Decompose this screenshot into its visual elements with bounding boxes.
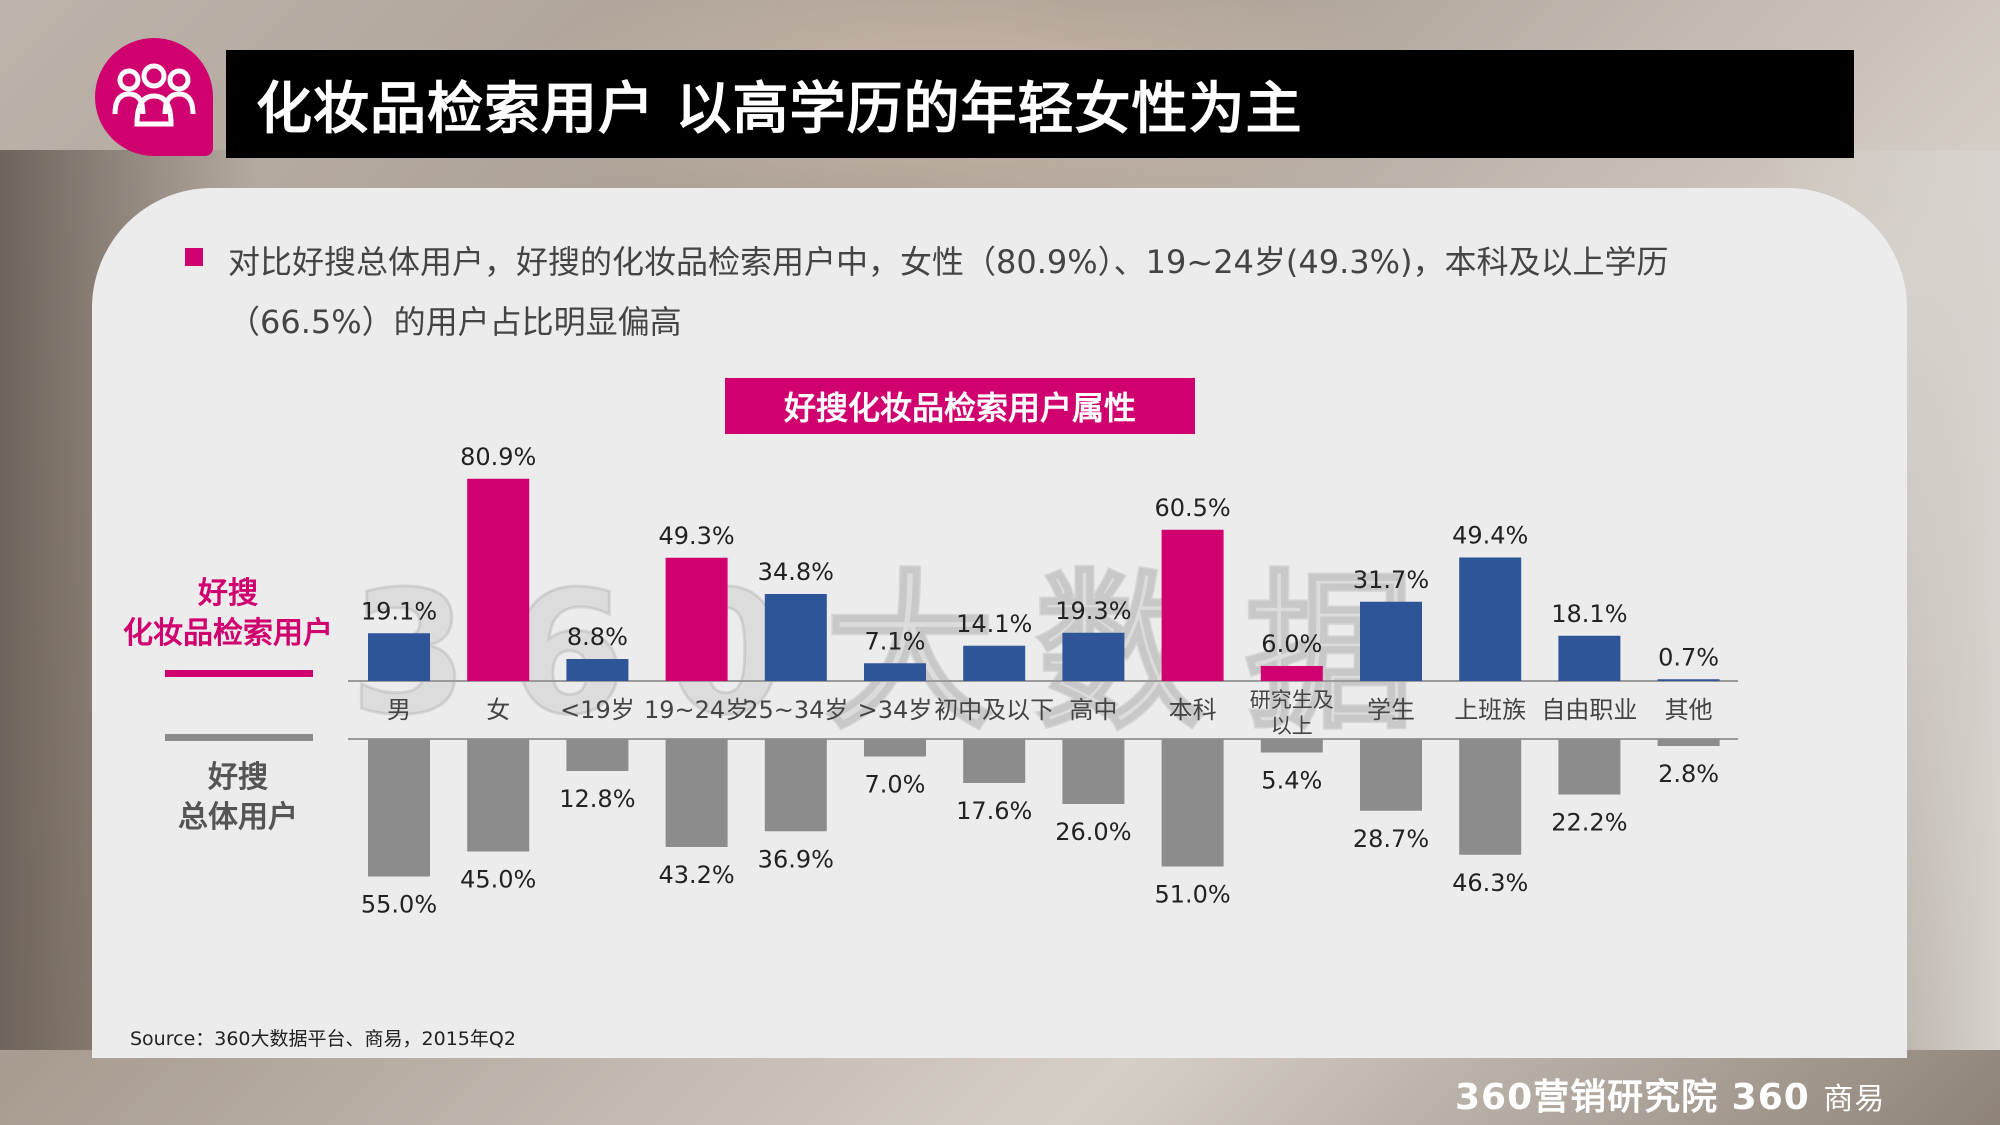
data-label-search-users: 80.9% [460,443,536,471]
bar-all-users [467,739,530,852]
bar-search-users [1062,632,1125,681]
bar-all-users [1558,739,1621,795]
series-marker-search-users [165,670,313,677]
source-note: Source：360大数据平台、商易，2015年Q2 [130,1028,516,1050]
data-label-all-users: 51.0% [1154,881,1230,909]
summary-line-1: 对比好搜总体用户，好搜的化妆品检索用户中，女性（80.9%）、19~24岁(49… [228,243,1669,281]
bar-search-users [467,478,530,681]
category-label: 19~24岁 [644,696,749,724]
data-label-search-users: 14.1% [956,610,1032,638]
bar-all-users [1161,739,1224,867]
data-label-all-users: 43.2% [658,861,734,889]
category-label: 上班族 [1454,696,1526,724]
bar-search-users [1558,635,1621,681]
category-label: 其他 [1665,696,1713,724]
category-label: 自由职业 [1541,696,1637,724]
data-label-all-users: 45.0% [460,866,536,894]
data-label-all-users: 55.0% [361,891,437,919]
category-label: 25~34岁 [743,696,848,724]
series-label-search-users: 好搜 化妆品检索用户 [108,574,348,654]
data-label-search-users: 49.3% [658,522,734,550]
summary-text: 对比好搜总体用户，好搜的化妆品检索用户中，女性（80.9%）、19~24岁(49… [228,232,1748,352]
category-label: <19岁 [560,696,635,724]
bar-all-users [566,739,629,771]
data-label-all-users: 17.6% [956,797,1032,825]
series-marker-all-users [165,734,313,741]
content-panel [92,188,1907,1058]
bar-search-users [1459,557,1522,681]
data-label-search-users: 49.4% [1452,522,1528,550]
page-title: 化妆品检索用户 以高学历的年轻女性为主 [256,76,1303,142]
bar-search-users [963,645,1026,681]
series-label-all-users: 好搜 总体用户 [118,758,358,838]
users-group-icon [95,38,213,156]
bar-all-users [764,739,827,832]
bar-all-users [864,739,926,757]
data-label-all-users: 28.7% [1353,825,1429,853]
bar-all-users [1260,739,1323,753]
series-label-line: 总体用户 [178,800,298,835]
category-label: 女 [486,696,510,724]
summary-line-2: （66.5%）的用户占比明显偏高 [228,303,682,341]
data-label-search-users: 31.7% [1353,566,1429,594]
bar-search-users [764,594,827,681]
data-label-all-users: 12.8% [559,785,635,813]
bar-all-users [963,739,1026,783]
bar-all-users [1657,739,1720,746]
category-label: 高中 [1069,696,1117,724]
data-label-all-users: 2.8% [1658,760,1719,788]
bar-all-users [368,739,430,877]
brand-logo: 360营销研究院 360 商易 [1455,1068,1885,1120]
category-label: >34岁 [858,696,933,724]
data-label-all-users: 46.3% [1452,869,1528,897]
category-label: 初中及以下 [934,696,1054,724]
bar-search-users [665,557,728,681]
brand-sub: 商易 [1823,1082,1886,1117]
category-label: 以上 [1271,714,1313,738]
category-label: 学生 [1367,696,1415,724]
series-label-line: 好搜 [208,760,268,795]
category-label: 男 [387,696,411,724]
bar-search-users [1360,601,1422,681]
data-label-search-users: 6.0% [1261,630,1322,658]
bar-search-users [1161,529,1224,681]
data-label-search-users: 60.5% [1154,494,1230,522]
data-label-search-users: 7.1% [865,627,926,655]
data-label-all-users: 5.4% [1261,767,1322,795]
bar-all-users [1459,739,1522,855]
data-label-search-users: 18.1% [1551,600,1627,628]
series-label-line: 化妆品检索用户 [123,616,333,651]
bullet-icon [185,248,203,266]
bar-search-users [368,633,430,681]
bar-all-users [1360,739,1422,811]
chart-title: 好搜化妆品检索用户属性 [725,378,1195,434]
bar-search-users [1260,666,1323,681]
data-label-all-users: 22.2% [1551,809,1627,837]
category-label: 本科 [1169,696,1217,724]
bar-all-users [665,739,728,847]
brand-main: 360营销研究院 360 [1455,1077,1810,1118]
title-bar: 化妆品检索用户 以高学历的年轻女性为主 [226,50,1854,158]
data-label-search-users: 0.7% [1658,643,1719,671]
data-label-search-users: 19.3% [1055,597,1131,625]
bar-all-users [1062,739,1125,804]
data-label-all-users: 36.9% [758,845,834,873]
data-label-all-users: 7.0% [865,771,926,799]
data-label-search-users: 8.8% [567,623,628,651]
bar-search-users [1657,679,1720,681]
bar-search-users [566,659,629,681]
data-label-search-users: 19.1% [361,597,437,625]
data-label-all-users: 26.0% [1055,818,1131,846]
bar-search-users [864,663,926,681]
data-label-search-users: 34.8% [758,558,834,586]
category-label: 研究生及 [1250,688,1334,712]
series-label-line: 好搜 [198,576,258,611]
